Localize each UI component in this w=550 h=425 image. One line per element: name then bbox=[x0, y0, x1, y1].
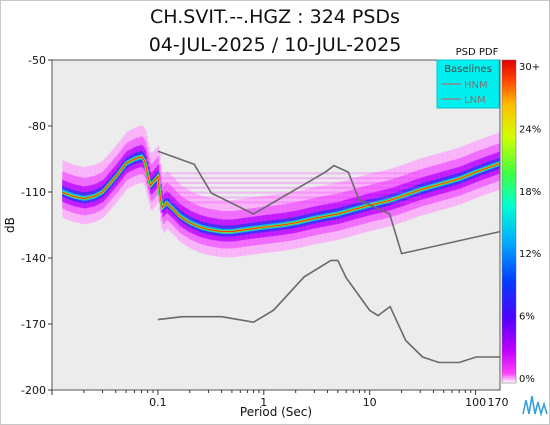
colorbar-tick-label: 0% bbox=[519, 374, 535, 385]
legend-item-lnm: LNM bbox=[464, 95, 486, 106]
y-tick-label: -110 bbox=[21, 186, 46, 199]
baselines-layer bbox=[157, 150, 500, 364]
y-tick-label: -200 bbox=[21, 384, 46, 397]
pdf-cell bbox=[162, 181, 421, 185]
colorbar-tick-label: 6% bbox=[519, 312, 535, 323]
legend-title: Baselines bbox=[444, 64, 492, 75]
x-axis-label: Period (Sec) bbox=[240, 405, 312, 419]
x-tick-label: 0.1 bbox=[149, 396, 167, 409]
colorbar-title: PSD PDF bbox=[456, 47, 499, 58]
colorbar-tick-label: 18% bbox=[519, 187, 541, 198]
y-tick-label: -50 bbox=[28, 54, 46, 67]
colorbar-ticks: 30+ 24% 18% 12% 6% 0% bbox=[519, 62, 541, 385]
y-tick-label: -80 bbox=[28, 120, 46, 133]
y-tick-label: -170 bbox=[21, 318, 46, 331]
x-tick-label: 10 bbox=[363, 396, 377, 409]
x-tick-label: 100 bbox=[465, 396, 486, 409]
x-tick-label: 1 bbox=[260, 396, 267, 409]
x-axis: 0.1 1 10 100 170 bbox=[51, 390, 509, 409]
legend-item-hnm: HNM bbox=[464, 80, 488, 91]
logo-icon bbox=[522, 395, 548, 418]
colorbar bbox=[501, 59, 517, 384]
pdf-cell bbox=[162, 186, 421, 189]
pdf-density-layer bbox=[61, 125, 500, 258]
pdf-cell bbox=[162, 177, 421, 180]
y-axis-label: dB bbox=[3, 217, 17, 233]
chart-subtitle: 04-JUL-2025 / 10-JUL-2025 bbox=[148, 34, 402, 56]
plot-border bbox=[51, 59, 501, 391]
chart-title: CH.SVIT.--.HGZ : 324 PSDs bbox=[150, 6, 400, 28]
baseline-lnm bbox=[157, 259, 500, 364]
legend: Baselines HNM LNM bbox=[436, 59, 500, 109]
pdf-cell bbox=[162, 196, 421, 199]
pdf-cell bbox=[162, 172, 421, 175]
pdf-ridge-red bbox=[62, 156, 500, 232]
colorbar-tick-label: 24% bbox=[519, 124, 541, 135]
colorbar-tick-label: 12% bbox=[519, 249, 541, 260]
x-tick-label: 170 bbox=[488, 396, 509, 409]
y-axis: -50 -80 -110 -140 -170 -200 bbox=[21, 54, 52, 397]
pdf-cell bbox=[162, 201, 421, 204]
colorbar-tick-label: 30+ bbox=[519, 62, 540, 73]
baseline-hnm bbox=[157, 150, 500, 255]
y-tick-label: -140 bbox=[21, 252, 46, 265]
